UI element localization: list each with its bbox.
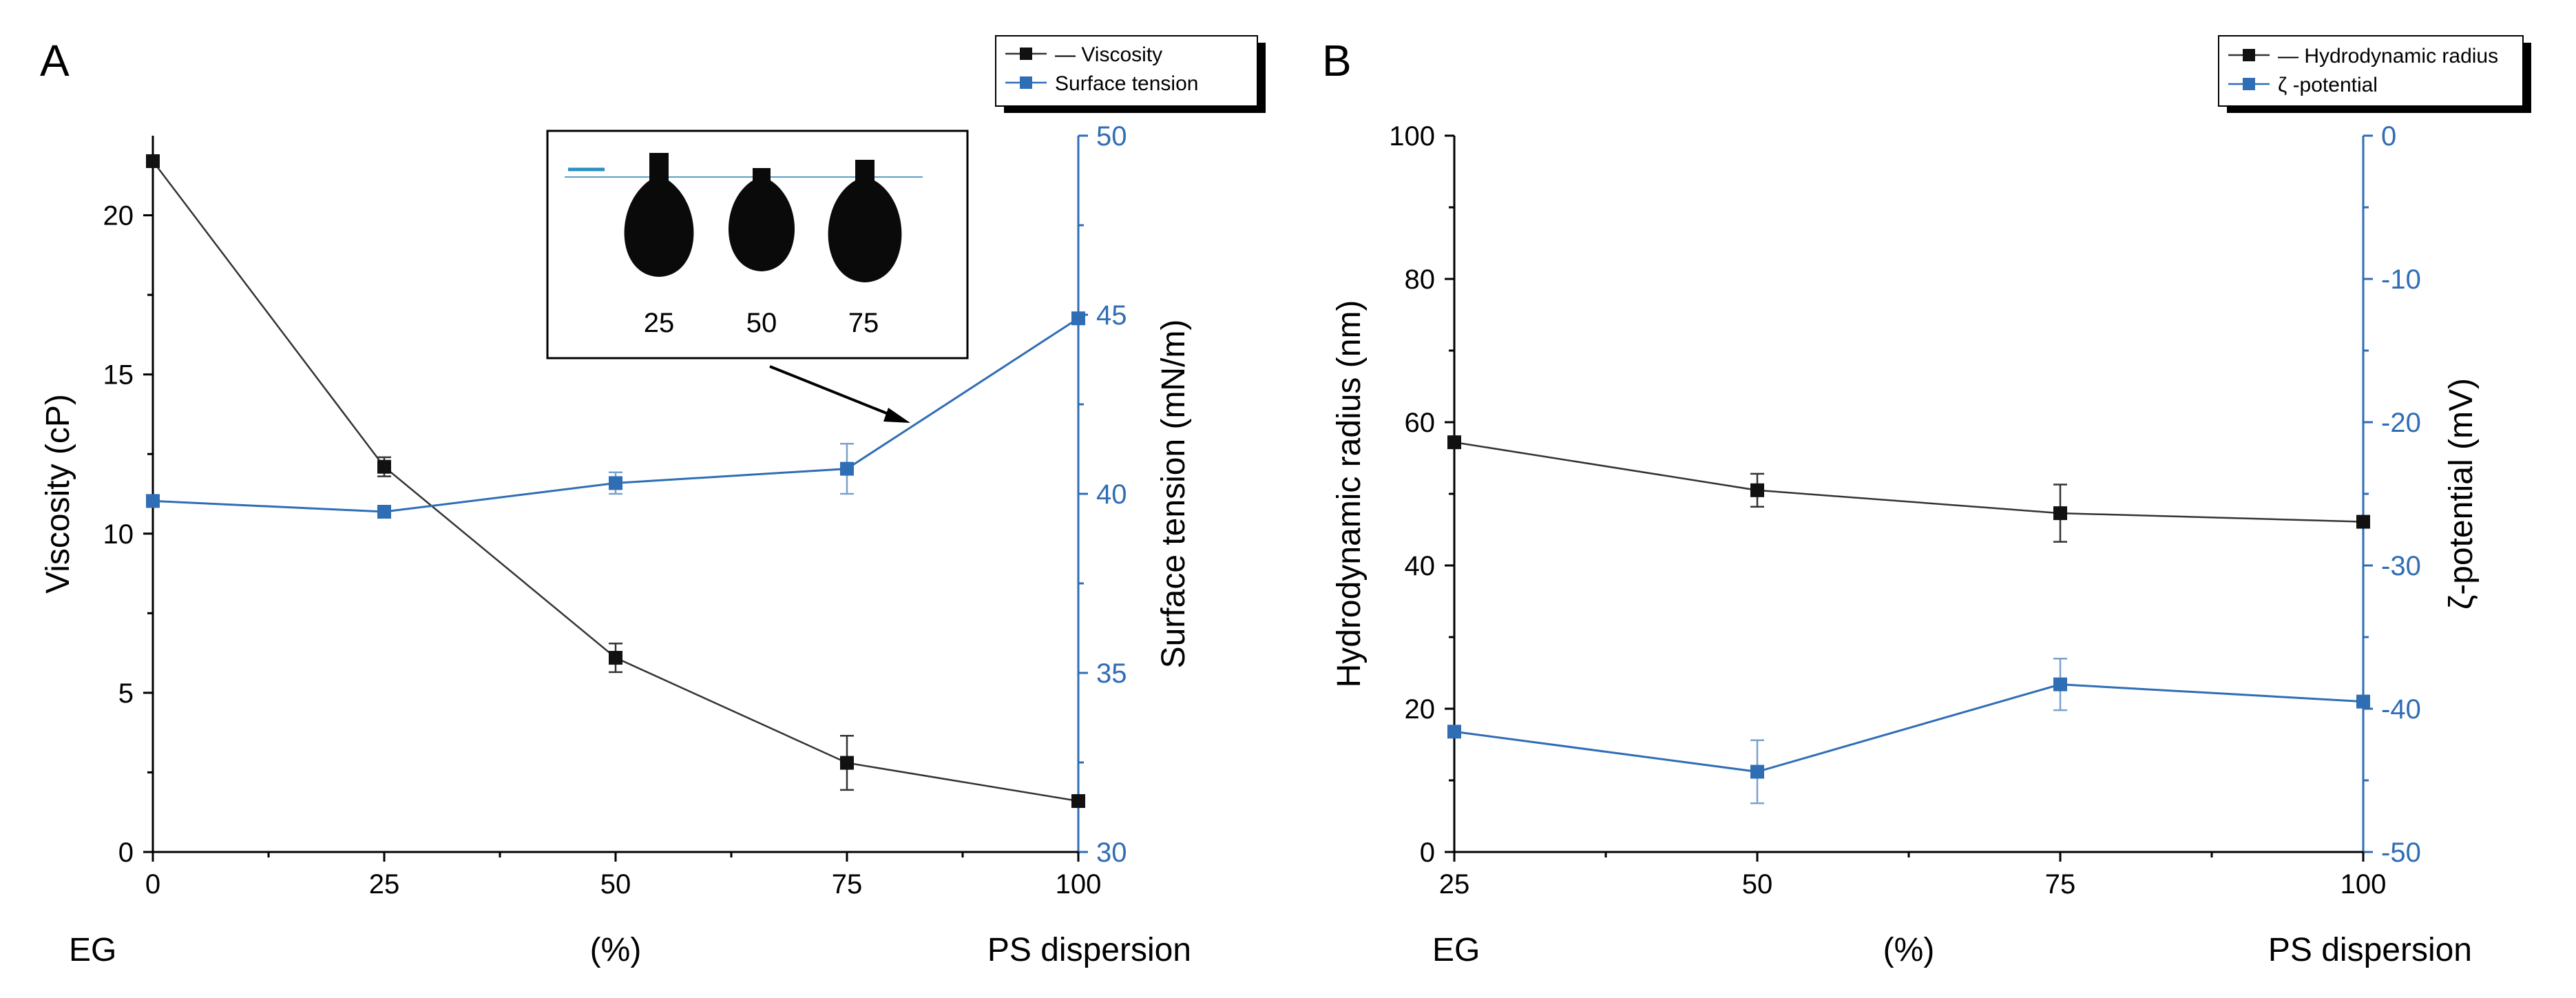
x-tick-label: 50 xyxy=(1742,869,1773,900)
left-tick-label: 20 xyxy=(103,201,134,231)
left-tick-label: 60 xyxy=(1405,408,1436,438)
panel-b-right-axis-title: ζ-potential (mV) xyxy=(2443,378,2480,610)
right-tick-label: -10 xyxy=(2381,264,2421,295)
left-tick-label: 40 xyxy=(1405,551,1436,581)
panel-a-right-ticks: 30 35 40 45 50 xyxy=(1078,121,1127,868)
panel-b-x-left-label: EG xyxy=(1432,932,1480,968)
drop-75 xyxy=(828,160,902,282)
legend-marker-hydrodynamic-radius xyxy=(2243,49,2255,61)
panel-b-x-mid-label: (%) xyxy=(1883,932,1935,968)
data-point-viscosity xyxy=(609,651,622,665)
panel-b-legend: — Hydrodynamic radius ζ -potential xyxy=(2218,35,2531,113)
data-point-surface-tension xyxy=(377,505,391,519)
data-point-potential xyxy=(2053,677,2067,692)
left-tick-label: 10 xyxy=(103,519,134,550)
right-tick-label: -50 xyxy=(2381,838,2421,868)
legend-marker-zeta-potential xyxy=(2243,78,2255,90)
data-point-hydrodynamic-radius xyxy=(2356,514,2370,529)
data-point-viscosity xyxy=(1071,794,1085,809)
legend-label-zeta-potential: ζ -potential xyxy=(2278,74,2378,96)
inset-arrow xyxy=(769,365,910,423)
panel-a-letter: A xyxy=(40,36,70,85)
x-tick-label: 0 xyxy=(145,869,160,900)
data-point-surface-tension xyxy=(1071,311,1085,326)
panel-a: A 0 5 10 15 20 30 35 40 45 50 0 25 50 75 100 Viscosi… xyxy=(40,35,1266,968)
data-point-viscosity xyxy=(377,459,391,474)
x-tick-label: 25 xyxy=(1439,869,1470,900)
left-tick-label: 100 xyxy=(1389,121,1435,152)
legend-box xyxy=(2218,35,2524,107)
data-point-surface-tension xyxy=(609,476,622,490)
legend-label-surface-tension: Surface tension xyxy=(1055,72,1198,95)
left-tick-label: 80 xyxy=(1405,264,1436,295)
x-tick-label: 50 xyxy=(600,869,631,900)
panel-b: B 0 20 40 60 80 100 -50 -40 -30 -20 -10 0 25 50 75 10… xyxy=(1322,35,2531,968)
data-point-hydrodynamic-radius xyxy=(1750,483,1764,497)
inset-label-25: 25 xyxy=(644,308,675,338)
right-tick-label: 0 xyxy=(2381,121,2396,152)
legend-marker-surface-tension xyxy=(1020,76,1032,89)
panel-a-x-mid-label: (%) xyxy=(590,932,642,968)
legend-marker-viscosity xyxy=(1020,48,1032,60)
x-tick-label: 75 xyxy=(2045,869,2076,900)
panel-a-left-axis-title: Viscosity (cP) xyxy=(40,394,76,594)
right-tick-label: 50 xyxy=(1096,121,1127,152)
x-tick-label: 100 xyxy=(1056,869,1102,900)
inset-label-75: 75 xyxy=(848,308,879,338)
right-tick-label: -30 xyxy=(2381,551,2421,581)
right-tick-label: -40 xyxy=(2381,694,2421,725)
data-point-hydrodynamic-radius xyxy=(2053,506,2067,521)
legend-label-hydrodynamic-radius: — Hydrodynamic radius xyxy=(2278,45,2498,67)
data-point-surface-tension xyxy=(840,461,854,476)
inset-label-50: 50 xyxy=(746,308,777,338)
left-tick-label: 0 xyxy=(1420,838,1435,868)
left-tick-label: 5 xyxy=(118,678,134,709)
left-tick-label: 20 xyxy=(1405,694,1436,725)
panel-a-x-ticks: 0 25 50 75 100 xyxy=(145,852,1102,900)
right-tick-label: -20 xyxy=(2381,408,2421,438)
panel-a-left-ticks: 0 5 10 15 20 xyxy=(103,201,153,868)
data-point-viscosity xyxy=(146,154,160,168)
x-tick-label: 100 xyxy=(2341,869,2387,900)
right-tick-label: 30 xyxy=(1096,838,1127,868)
drop-25 xyxy=(624,153,694,277)
panel-b-left-ticks: 0 20 40 60 80 100 xyxy=(1389,121,1454,868)
series-line-potential xyxy=(1454,683,2364,773)
right-tick-label: 40 xyxy=(1096,479,1127,510)
data-point-hydrodynamic-radius xyxy=(1447,435,1461,450)
panel-a-inset: 25 50 75 xyxy=(546,129,969,360)
legend-box xyxy=(995,35,1258,107)
right-tick-label: 45 xyxy=(1096,300,1127,331)
panel-b-series xyxy=(1447,435,2370,804)
panel-b-left-axis-title: Hydrodynamic radius (nm) xyxy=(1331,300,1368,688)
left-tick-label: 0 xyxy=(118,838,134,868)
panel-a-x-right-label: PS dispersion xyxy=(987,932,1191,968)
data-point-potential xyxy=(1750,765,1764,779)
panel-a-right-axis-title: Surface tension (mN/m) xyxy=(1155,320,1192,669)
left-tick-label: 15 xyxy=(103,360,134,391)
data-point-potential xyxy=(2356,694,2370,709)
data-point-potential xyxy=(1447,725,1461,739)
data-point-surface-tension xyxy=(146,494,160,508)
panel-a-series xyxy=(146,154,1085,809)
drop-50 xyxy=(728,168,795,271)
panel-a-x-left-label: EG xyxy=(69,932,116,968)
legend-label-viscosity: — Viscosity xyxy=(1055,43,1162,66)
panel-b-x-ticks: 25 50 75 100 xyxy=(1439,852,2387,900)
panel-b-x-right-label: PS dispersion xyxy=(2268,932,2472,968)
series-line-hydrodynamic-radius xyxy=(1454,441,2364,523)
panel-b-right-ticks: -50 -40 -30 -20 -10 0 xyxy=(2363,121,2421,868)
panel-b-letter: B xyxy=(1322,36,1352,85)
right-tick-label: 35 xyxy=(1096,658,1127,689)
x-tick-label: 75 xyxy=(832,869,863,900)
panel-a-legend: — Viscosity Surface tension xyxy=(995,35,1266,113)
data-point-viscosity xyxy=(840,756,854,770)
x-tick-label: 25 xyxy=(369,869,400,900)
